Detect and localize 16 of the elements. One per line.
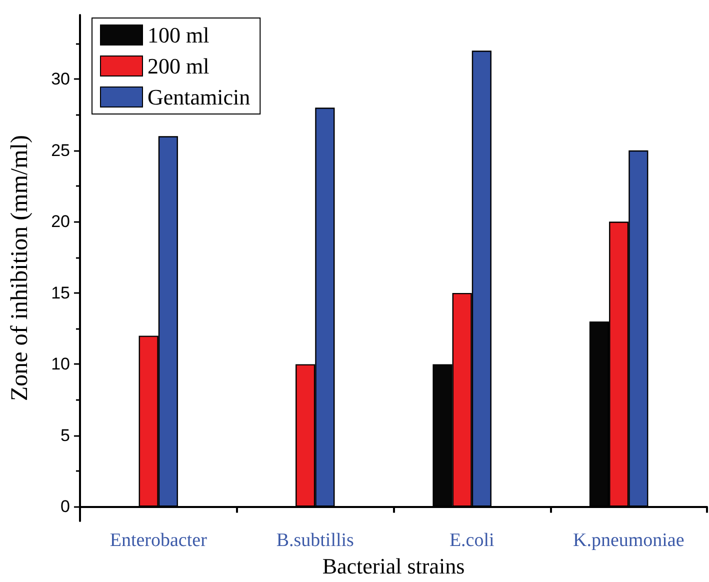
x-tick-label: Enterobacter [110,530,208,551]
x-tick-label: E.coli [449,530,494,551]
y-tick-label: 20 [51,212,70,232]
y-tick-label: 10 [51,354,70,374]
legend-label: 200 ml [148,54,210,78]
x-tick-label: K.pneumoniae [572,530,684,551]
legend-label: 100 ml [148,22,210,48]
y-tick-label: 30 [51,70,70,89]
y-tick-label: 15 [51,283,70,302]
y-axis-title: Zone of inhibition (mm/ml) [7,135,33,401]
legend-label: Gentamicin [148,84,250,110]
y-tick-label: 25 [51,140,70,160]
y-tick-label: 5 [60,426,70,445]
x-tick-label: B.subtillis [276,530,354,551]
x-axis-title: Bacterial strains [322,554,465,578]
y-tick-label: 0 [60,497,70,516]
